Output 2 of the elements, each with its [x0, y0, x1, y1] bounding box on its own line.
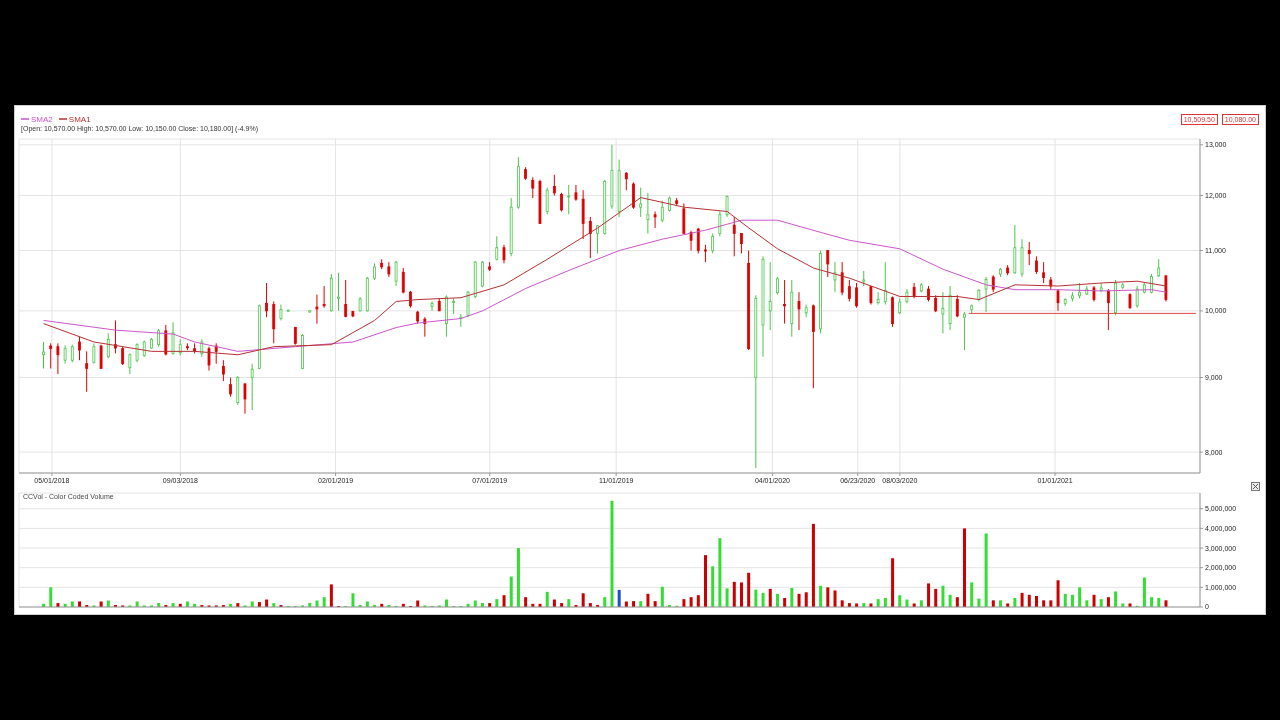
- legend-label: SMA1: [68, 114, 91, 124]
- legend-label: SMA2: [31, 114, 53, 124]
